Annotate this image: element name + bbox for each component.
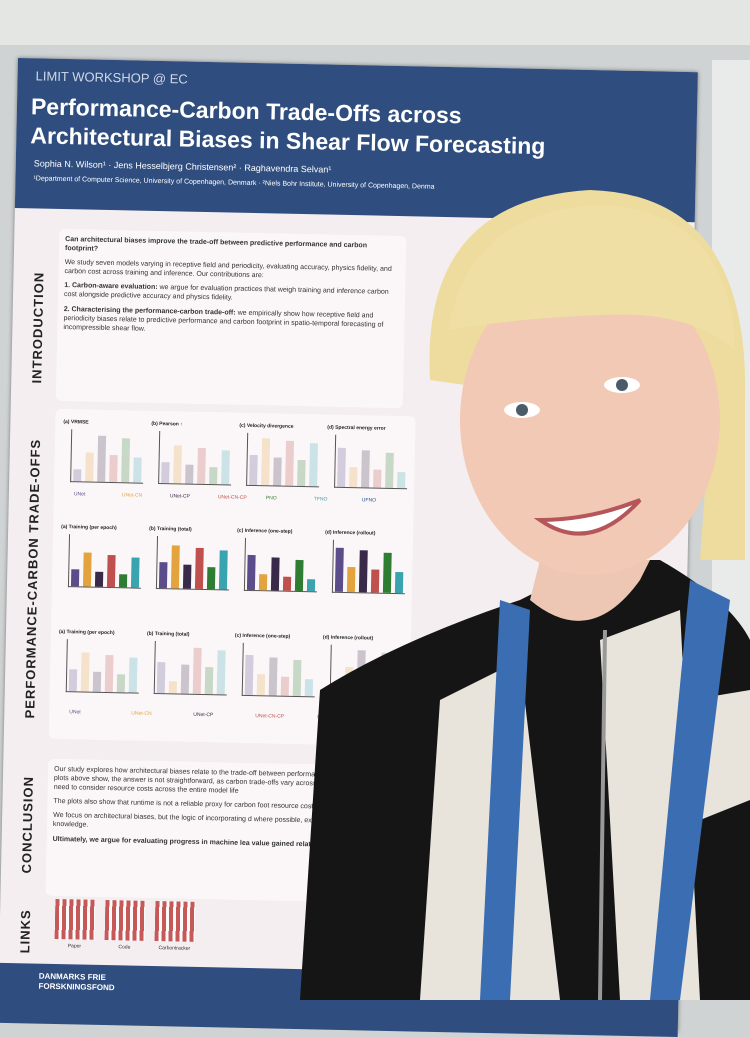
wall bbox=[0, 0, 750, 45]
neck bbox=[530, 560, 650, 621]
face bbox=[460, 265, 720, 575]
iris bbox=[516, 404, 528, 416]
bangs bbox=[448, 205, 735, 350]
lanyard bbox=[480, 580, 730, 1000]
person bbox=[300, 60, 750, 1000]
smile bbox=[533, 498, 642, 536]
zipper bbox=[598, 629, 607, 1000]
iris bbox=[616, 379, 628, 391]
